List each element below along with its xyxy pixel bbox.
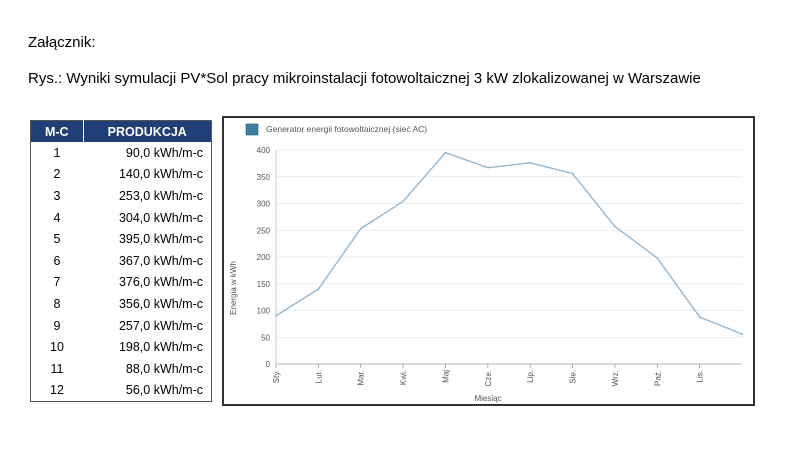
production-cell: 304,0 kWh/m-c [118,210,203,225]
month-cell: 6 [53,253,61,268]
production-cell: 376,0 kWh/m-c [118,275,203,290]
figure-caption: Rys.: Wyniki symulacji PV*Sol pracy mikr… [28,70,701,87]
data-point [275,314,277,317]
month-cell: 8 [53,296,61,311]
month-cell: 11 [50,361,64,376]
production-table: M-C PRODUKCJA 1 90,0 kWh/m-c 2 140,0 kWh/m-… [30,120,212,403]
month-cell: 3 [53,188,61,203]
table-row: 8 356,0 kWh/m-c [31,293,212,315]
line-chart: 0 50 100 150 200 250 300 350 400 Sty. Lut. Mar. Kwi… [229,123,743,403]
production-cell: 140,0 kWh/m-c [118,167,203,182]
y-tick-label: 350 [257,173,271,182]
header-month: M-C [30,120,84,142]
table-row: 1 90,0 kWh/m-c [31,142,212,164]
table-row: 11 88,0 kWh/m-c [31,358,212,380]
month-cell: 7 [53,275,61,290]
data-point [614,225,616,228]
month-cell: 5 [53,232,61,247]
table-row: 9 257,0 kWh/m-c [31,315,212,337]
month-cell: 9 [53,318,61,333]
x-tick-label: Mar. [357,370,366,386]
table-row: 12 56,0 kWh/m-c [31,380,212,402]
legend-label: Generator energii fotowoltaicznej (sieć … [266,124,427,134]
y-tick-labels: 0 50 100 150 200 250 300 350 400 [257,146,271,369]
data-point [529,161,532,164]
x-tick-label: Lis. [696,370,705,382]
data-point [571,172,574,175]
y-tick-label: 400 [257,146,271,155]
production-cell: 90,0 kWh/m-c [125,145,203,160]
x-axis-title: Miesiąc [474,394,501,403]
table-row: 2 140,0 kWh/m-c [31,164,212,186]
data-point [698,316,701,318]
data-point [656,257,659,259]
month-cell: 4 [53,210,61,225]
x-tick-label: Kwi. [399,370,408,385]
x-tick-label: Sty. [272,370,281,383]
chart-panel: 0 50 100 150 200 250 300 350 400 Sty. Lut. Mar. Kwi… [222,116,755,406]
grid [275,149,742,365]
month-cell: 1 [53,145,61,160]
table-header-row: M-C PRODUKCJA [30,120,212,142]
x-tick-label: Sie. [569,370,578,384]
month-cell: 10 [50,340,64,355]
production-cell: 253,0 kWh/m-c [118,188,203,203]
data-point [402,200,404,203]
month-cell: 12 [50,383,64,398]
table-row: 3 253,0 kWh/m-c [31,185,212,207]
table-row: 10 198,0 kWh/m-c [31,336,212,358]
data-point [486,166,489,169]
y-tick-label: 0 [266,360,271,369]
table-row: 7 376,0 kWh/m-c [31,272,212,294]
x-tick-label: Maj [441,370,450,383]
attachment-heading: Załącznik: [28,34,96,51]
table-row: 4 304,0 kWh/m-c [31,207,212,229]
x-tick-labels: Sty. Lut. Mar. Kwi. Maj Cze. Lip. Sie. Wrz. Paź. L… [272,364,705,386]
data-point [741,333,743,335]
y-tick-label: 200 [257,253,271,262]
production-cell: 88,0 kWh/m-c [125,361,203,376]
data-point [359,227,362,230]
x-tick-label: Paź. [653,370,662,386]
header-production: PRODUKCJA [83,120,212,142]
data-point [444,151,447,154]
table-row: 6 367,0 kWh/m-c [31,250,212,272]
table-row: 5 395,0 kWh/m-c [31,228,212,250]
month-cell: 2 [53,167,61,182]
data-point [317,288,320,290]
production-cell: 395,0 kWh/m-c [118,232,203,247]
legend-swatch [245,123,259,136]
production-cell: 56,0 kWh/m-c [125,383,203,398]
y-tick-label: 100 [257,307,271,316]
table-body: 1 90,0 kWh/m-c 2 140,0 kWh/m-c 3 253,0 kWh/m-… [31,142,212,402]
y-tick-label: 250 [257,226,271,235]
production-cell: 198,0 kWh/m-c [118,340,203,355]
y-axis-title: Energia w kWh [229,261,238,315]
series [275,151,743,335]
x-tick-label: Wrz. [611,370,620,386]
y-tick-label: 150 [257,280,271,289]
production-cell: 257,0 kWh/m-c [118,318,203,333]
production-cell: 367,0 kWh/m-c [118,253,203,268]
x-tick-label: Lip. [526,370,535,383]
x-tick-label: Cze. [484,370,493,386]
x-tick-label: Lut. [314,370,323,383]
y-tick-label: 50 [261,333,270,342]
series-line [275,151,743,335]
production-cell: 356,0 kWh/m-c [118,296,203,311]
y-tick-label: 300 [257,200,271,209]
